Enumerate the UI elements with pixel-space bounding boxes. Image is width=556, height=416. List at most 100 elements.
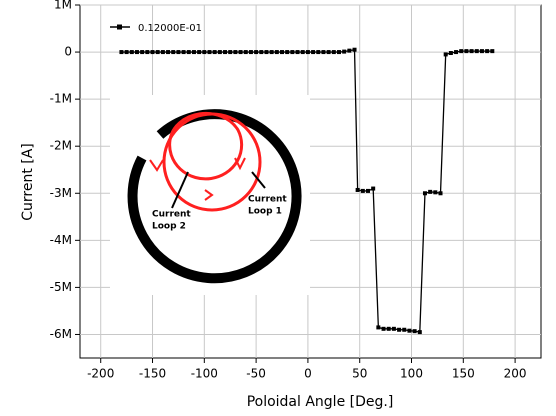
x-tick-label: 200 — [504, 367, 527, 381]
data-point — [485, 49, 490, 54]
y-tick-label: -3M — [50, 186, 72, 200]
data-point — [171, 50, 176, 55]
x-axis-title: Poloidal Angle [Deg.] — [247, 394, 394, 410]
data-point — [181, 50, 186, 55]
data-point — [285, 50, 290, 55]
data-point — [397, 327, 402, 332]
data-point — [448, 51, 453, 56]
y-tick-label: 0 — [64, 45, 72, 59]
x-tick-label: 100 — [400, 367, 423, 381]
data-point — [386, 326, 391, 331]
x-tick-label: 150 — [452, 367, 475, 381]
data-point — [355, 187, 360, 192]
data-point — [295, 50, 300, 55]
data-point — [311, 50, 316, 55]
data-point — [129, 50, 134, 55]
data-point — [202, 50, 207, 55]
annotation: Loop 1 — [248, 207, 282, 217]
data-point — [391, 326, 396, 331]
data-point — [443, 52, 448, 57]
data-point — [259, 50, 264, 55]
data-point — [155, 50, 160, 55]
data-point — [254, 50, 259, 55]
data-point — [402, 327, 407, 332]
y-tick-label: 1M — [54, 0, 72, 12]
data-point — [233, 50, 238, 55]
data-point — [474, 49, 479, 54]
x-tick-label: -200 — [87, 367, 114, 381]
data-point — [352, 47, 357, 52]
current-loop-2 — [168, 111, 244, 181]
data-point — [376, 325, 381, 330]
data-point — [238, 50, 243, 55]
annotation: Current — [248, 195, 287, 205]
y-tick-label: -6M — [50, 327, 72, 341]
data-point — [207, 50, 212, 55]
data-point — [300, 50, 305, 55]
y-tick-label: -5M — [50, 280, 72, 294]
data-point — [331, 50, 336, 55]
data-point — [417, 330, 422, 335]
data-point — [274, 50, 279, 55]
data-point — [433, 190, 438, 195]
data-point — [140, 50, 145, 55]
data-point — [243, 50, 248, 55]
x-tick-label: -150 — [139, 367, 166, 381]
data-point — [228, 50, 233, 55]
data-point — [371, 186, 376, 191]
data-point — [469, 49, 474, 54]
data-point — [336, 50, 341, 55]
data-point — [269, 50, 274, 55]
annotation: Loop 2 — [152, 222, 186, 232]
data-point — [150, 50, 155, 55]
data-point — [365, 188, 370, 193]
legend-marker — [117, 24, 122, 30]
inset-background — [110, 95, 310, 295]
x-tick-label: -50 — [246, 367, 266, 381]
data-point — [407, 328, 412, 333]
annotation: Current — [152, 210, 191, 220]
data-point — [459, 49, 464, 54]
data-point — [342, 49, 347, 54]
data-point — [217, 50, 222, 55]
data-point — [412, 329, 417, 334]
data-point — [134, 50, 139, 55]
x-tick-label: 0 — [304, 367, 312, 381]
data-point — [422, 191, 427, 196]
data-point — [264, 50, 269, 55]
x-tick-label: 50 — [352, 367, 367, 381]
loop-arrows — [149, 157, 246, 201]
data-point — [290, 50, 295, 55]
data-point — [280, 50, 285, 55]
y-tick-label: -2M — [50, 139, 72, 153]
inset-diagram: Current Loop 2 Current Loop 1 — [110, 95, 310, 295]
data-point — [248, 50, 253, 55]
data-point — [186, 50, 191, 55]
x-tick-label: -100 — [191, 367, 218, 381]
pointer — [171, 171, 189, 209]
legend-label: 0.12000E-01 — [138, 23, 202, 34]
data-point — [145, 50, 150, 55]
data-point — [321, 50, 326, 55]
data-point — [454, 50, 459, 55]
y-axis-title: Current [A] — [20, 143, 36, 221]
torus-cross-section — [127, 109, 302, 284]
data-point — [197, 50, 202, 55]
y-tick-label: -4M — [50, 233, 72, 247]
data-point — [166, 50, 171, 55]
data-point — [347, 48, 352, 53]
data-point — [119, 50, 124, 55]
data-point — [381, 326, 386, 331]
data-point — [360, 188, 365, 193]
data-point — [160, 50, 165, 55]
data-point — [438, 191, 443, 196]
data-point — [176, 50, 181, 55]
y-tick-label: -1M — [50, 92, 72, 106]
data-point — [212, 50, 217, 55]
data-point — [464, 49, 469, 54]
data-point — [428, 189, 433, 194]
data-point — [479, 49, 484, 54]
data-point — [191, 50, 196, 55]
data-point — [316, 50, 321, 55]
